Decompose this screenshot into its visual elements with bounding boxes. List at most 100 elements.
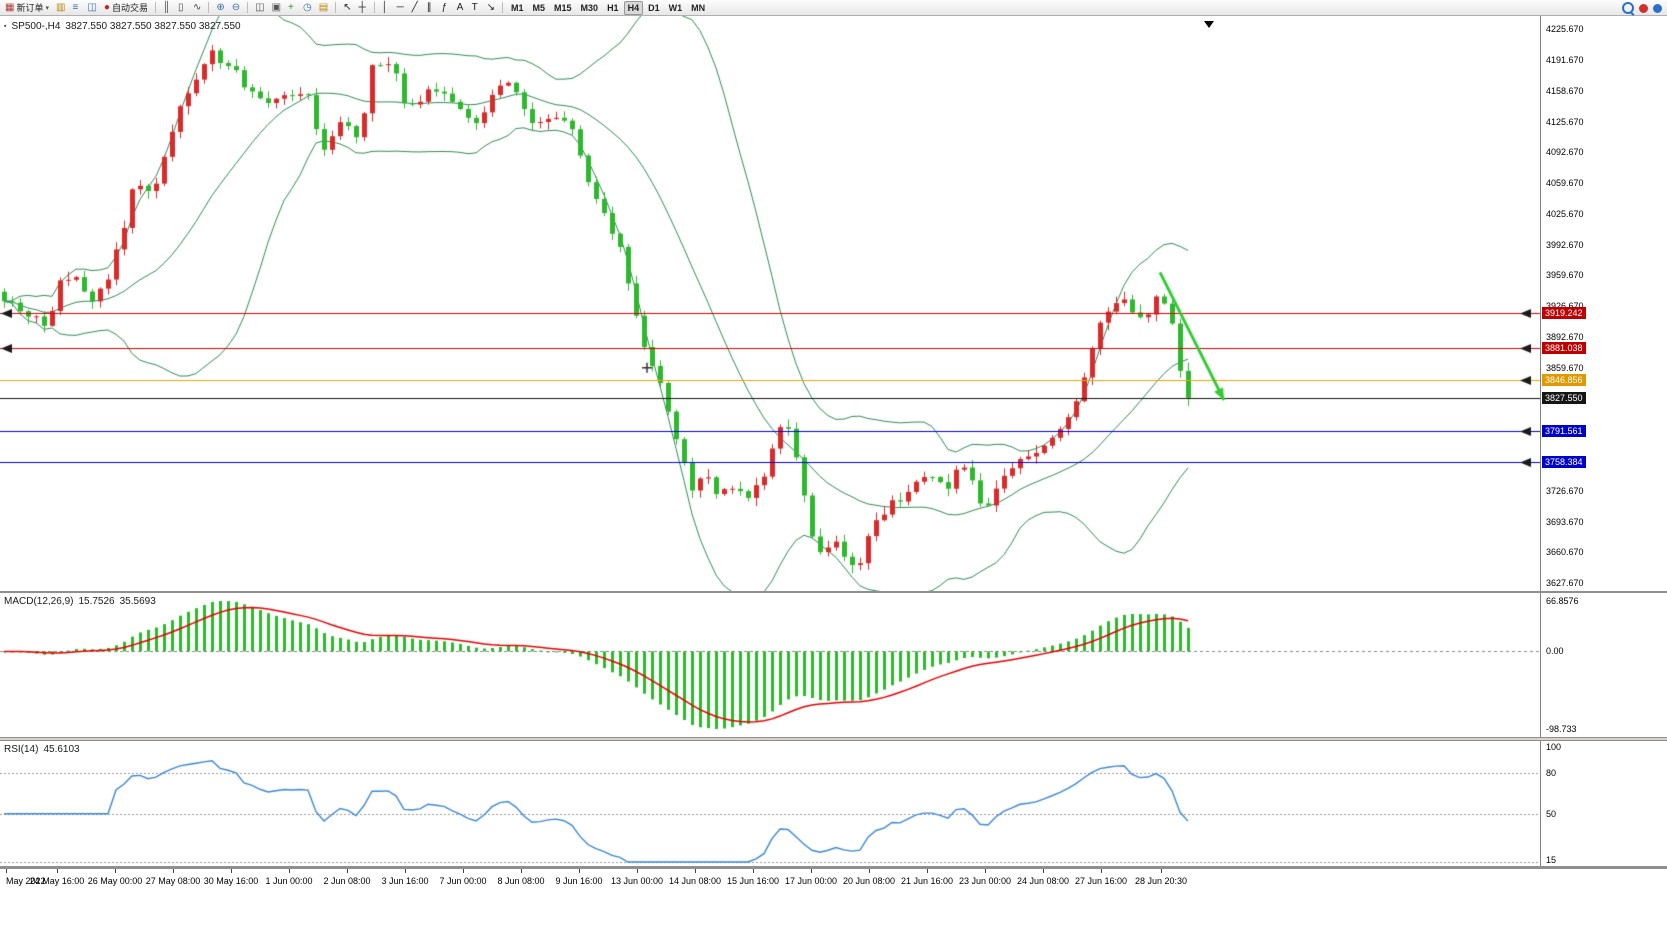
time-tick	[289, 869, 290, 873]
time-tick	[6, 869, 7, 873]
pivot-line-badge: 3846.856	[1542, 373, 1586, 386]
trendline-icon: ╱	[411, 1, 418, 13]
candlestick-button[interactable]: ▯	[175, 1, 189, 15]
trendline-button[interactable]: ╱	[409, 1, 423, 15]
time-tick	[173, 869, 174, 873]
time-label: 26 May 00:00	[87, 876, 143, 886]
data-window-button[interactable]: ◫	[84, 1, 99, 15]
tf-h1-button[interactable]: H1	[603, 1, 623, 15]
crosshair-button[interactable]: ┼	[356, 1, 370, 15]
rsi-panel: RSI(14) 45.6103 100 80 50 15	[0, 741, 1667, 866]
time-axis[interactable]: May 2022 24 May 16:00 26 May 00:00 27 May 0…	[0, 868, 1667, 890]
autotrading-button[interactable]: ● 自动交易	[101, 1, 151, 15]
fibonacci-button[interactable]: ƒ	[439, 1, 453, 15]
label-button[interactable]: T	[469, 1, 483, 15]
macd-tick-label: 0.00	[1546, 646, 1564, 657]
toolbar-separator	[502, 2, 503, 13]
period-button[interactable]: ◷	[300, 1, 315, 15]
macd-tick-label: -98.733	[1546, 724, 1577, 734]
tf-m30-button[interactable]: M30	[577, 1, 603, 15]
price-tick-label: 3992.670	[1546, 239, 1584, 250]
resistance-line-2-badge: 3881.038	[1542, 342, 1586, 355]
horizontal-line-button[interactable]: ─	[394, 1, 408, 15]
top-toolbar: ▦ 新订单 ▾ ▥ ≡ ◫ ● 自动交易 ║ ▯ ∿ ⊕ ⊖ ◫ ▣ + ◷ ▤ ↖ ┼ │ ─ ╱ ∥ ƒ A T ↘ M1 M5 M15…	[0, 0, 1667, 16]
status-red-dot[interactable]	[1639, 3, 1648, 13]
new-order-button-label: 新订单	[16, 3, 44, 13]
channel-button[interactable]: ∥	[424, 1, 438, 15]
status-blue-dot[interactable]	[1653, 3, 1662, 13]
vertical-line-button[interactable]: │	[379, 1, 393, 15]
time-label: 2 Jun 08:00	[323, 876, 371, 886]
zoom-in-button[interactable]: ⊕	[213, 1, 227, 15]
chart-title-symbol: SP500-,H4	[11, 21, 61, 32]
panel-splitter[interactable]	[0, 866, 1667, 868]
text-button[interactable]: A	[454, 1, 468, 15]
main-chart-canvas[interactable]	[0, 16, 1540, 591]
cursor-button[interactable]: ↖	[340, 1, 354, 15]
rsi-plot-area[interactable]: RSI(14) 45.6103	[0, 741, 1541, 866]
tf-m30-button-label: M30	[580, 2, 599, 13]
tf-m1-button[interactable]: M1	[507, 1, 528, 15]
macd-plot-area[interactable]: MACD(12,26,9) 15.7526 35.5693	[0, 593, 1541, 737]
candlestick-icon: ▯	[177, 1, 184, 13]
cursor-icon: ↖	[343, 1, 352, 13]
main-plot-area[interactable]: ▪ SP500-,H4 3827.550 3827.550 3827.550 3…	[0, 16, 1541, 591]
crosshair-icon: ┼	[358, 1, 366, 13]
autoscroll-marker-icon[interactable]	[1204, 21, 1214, 28]
panel-splitter[interactable]	[0, 737, 1667, 741]
rsi-name: RSI(14)	[4, 744, 39, 755]
rsi-value: 45.6103	[43, 744, 80, 755]
tf-m5-button[interactable]: M5	[529, 1, 550, 15]
toolbar-separator	[335, 2, 337, 13]
tf-h4-button-label: H4	[627, 2, 640, 13]
market-watch-button[interactable]: ≡	[69, 1, 83, 15]
time-tick	[869, 869, 870, 873]
time-label: 24 May 16:00	[29, 876, 85, 886]
zoom-out-button[interactable]: ⊖	[229, 1, 243, 15]
price-tick-label: 3926.670	[1546, 301, 1584, 311]
cascade-windows-button[interactable]: ▣	[269, 1, 284, 15]
period-icon: ◷	[303, 1, 312, 13]
horizontal-line-icon: ─	[396, 1, 404, 13]
macd-canvas[interactable]	[0, 593, 1540, 737]
tf-h4-button[interactable]: H4	[623, 0, 644, 15]
time-tick	[753, 869, 754, 873]
data-window-icon: ◫	[87, 1, 97, 13]
tf-d1-button[interactable]: D1	[644, 1, 664, 15]
tf-m15-button[interactable]: M15	[550, 1, 576, 15]
time-label: 20 Jun 08:00	[842, 876, 896, 886]
indicators-button[interactable]: +	[285, 1, 299, 15]
label-icon: T	[471, 1, 478, 13]
rsi-canvas[interactable]	[0, 741, 1540, 866]
rsi-label: RSI(14) 45.6103	[4, 744, 80, 755]
chart-title-ohlc: 3827.550 3827.550 3827.550 3827.550	[65, 21, 241, 32]
autotrading-button-label: 自动交易	[111, 3, 148, 13]
price-tick-label: 3660.670	[1546, 547, 1584, 558]
caret-down-icon: ▾	[45, 4, 49, 12]
rsi-tick-label: 15	[1546, 855, 1557, 865]
time-label: 30 May 16:00	[203, 876, 259, 886]
time-label: 27 May 08:00	[145, 876, 201, 886]
line-chart-button[interactable]: ∿	[190, 1, 204, 15]
fibonacci-icon: ƒ	[441, 1, 448, 13]
arrows-button[interactable]: ↘	[484, 1, 498, 15]
new-order-button[interactable]: ▦ 新订单 ▾	[2, 1, 52, 15]
macd-value-signal: 35.5693	[119, 596, 156, 607]
search-icon[interactable]	[1622, 2, 1634, 14]
chart-title: ▪ SP500-,H4 3827.550 3827.550 3827.550 3…	[4, 21, 241, 32]
rsi-axis[interactable]: 100 80 50 15	[1541, 741, 1667, 866]
time-tick	[985, 869, 986, 873]
line-chart-icon: ∿	[192, 1, 202, 13]
template-button[interactable]: ▤	[316, 1, 331, 15]
panel-splitter[interactable]	[0, 591, 1667, 593]
tf-m1-button-label: M1	[511, 2, 524, 13]
tf-mn-button[interactable]: MN	[687, 1, 709, 15]
time-tick	[1161, 869, 1162, 873]
bar-chart-button[interactable]: ║	[160, 1, 174, 15]
chart-window-button[interactable]: ▥	[53, 1, 68, 15]
time-label: 3 Jun 16:00	[381, 876, 429, 886]
macd-axis[interactable]: 66.8576 0.00 -98.733	[1541, 593, 1667, 737]
tile-windows-button[interactable]: ◫	[252, 1, 267, 15]
tf-w1-button[interactable]: W1	[665, 1, 687, 15]
price-axis[interactable]: 4225.670 4191.670 4158.670 4125.670 4092.670…	[1541, 16, 1667, 591]
